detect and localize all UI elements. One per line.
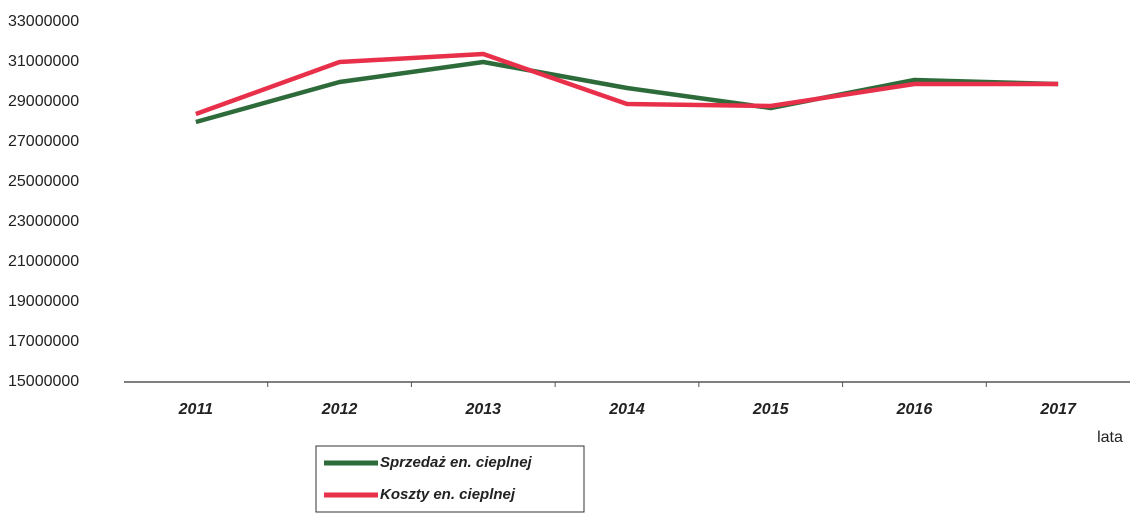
series-line: [195, 51, 1059, 117]
y-tick-label: 25000000: [8, 173, 79, 190]
y-tick-label: 29000000: [8, 93, 79, 110]
x-tick-label: 2017: [1039, 401, 1077, 418]
series-line: [195, 59, 1059, 125]
x-tick-label: 2013: [464, 401, 501, 418]
legend-label: Sprzedaż en. cieplnej: [380, 454, 533, 471]
x-tick-label: 2012: [321, 401, 358, 418]
y-tick-label: 19000000: [8, 293, 79, 310]
y-tick-label: 23000000: [8, 213, 79, 230]
y-tick-label: 27000000: [8, 133, 79, 150]
y-tick-label: 33000000: [8, 13, 79, 30]
y-tick-label: 17000000: [8, 333, 79, 350]
x-tick-label: 2016: [896, 401, 933, 418]
y-tick-label: 31000000: [8, 53, 79, 70]
x-tick-label: 2015: [752, 401, 790, 418]
x-axis-label: lata: [1097, 429, 1123, 446]
y-tick-label: 15000000: [8, 373, 79, 390]
x-tick-label: 2014: [608, 401, 645, 418]
y-tick-label: 21000000: [8, 253, 79, 270]
legend-box: [315, 445, 585, 513]
x-tick-label: 2011: [178, 401, 214, 418]
legend-label: Koszty en. cieplnej: [380, 486, 516, 503]
